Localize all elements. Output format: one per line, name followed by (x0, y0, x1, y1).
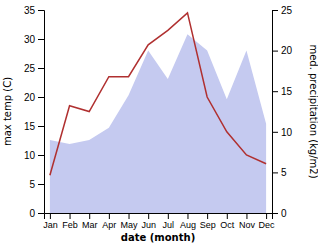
tick: 25 (272, 5, 293, 16)
tick: 5 (29, 179, 44, 190)
tick: 25 (24, 63, 44, 74)
tick-label: Dec (259, 220, 276, 230)
tick: 35 (24, 5, 44, 16)
tick-label: 0 (281, 208, 287, 219)
tick-label: 20 (281, 45, 293, 56)
tick-label: 30 (24, 34, 36, 45)
tick-mark (187, 213, 188, 219)
tick-mark (272, 172, 278, 173)
tick-mark (50, 213, 51, 219)
tick-mark (38, 184, 44, 185)
tick-label: 25 (281, 5, 293, 16)
precip-area (50, 34, 266, 213)
x-axis: Jan Feb Mar Apr MayJun Jul Aug Sep Oct NovDec (43, 213, 275, 230)
tick-label: 0 (29, 208, 35, 219)
tick: Feb (62, 213, 78, 230)
tick-label: May (121, 220, 139, 230)
tick-label: 25 (24, 63, 36, 74)
axis-line (38, 11, 45, 214)
tick-mark (38, 10, 44, 11)
temp-line (50, 13, 266, 175)
tick: 10 (272, 127, 293, 138)
tick: 20 (272, 45, 293, 56)
tick-label: 10 (24, 150, 36, 161)
y-axis: 0 5 10 15 20 25 30 35 (24, 5, 45, 219)
tick: 0 (29, 208, 44, 219)
tick: Dec (259, 213, 276, 230)
tick-mark (38, 39, 44, 40)
axis-line (45, 214, 273, 220)
tick: Sep (200, 213, 216, 230)
tick: Mar (82, 213, 98, 230)
tick-label: 10 (281, 127, 293, 138)
tick: 0 (272, 208, 287, 219)
y2-axis: 0 5 10 15 20 25 (272, 5, 293, 219)
tick-mark (70, 213, 71, 219)
tick-mark (109, 213, 110, 219)
tick-mark (272, 10, 278, 11)
tick: 30 (24, 34, 44, 45)
tick-mark (272, 91, 278, 92)
tick-mark (246, 213, 247, 219)
tick-mark (207, 213, 208, 219)
tick-mark (89, 213, 90, 219)
tick: 10 (24, 150, 44, 161)
tick-mark (272, 132, 278, 133)
tick: 15 (272, 86, 293, 97)
tick-label: 35 (24, 5, 36, 16)
tick: Aug (180, 213, 196, 230)
tick: Jul (163, 213, 175, 230)
tick-mark (38, 68, 44, 69)
tick-mark (38, 97, 44, 98)
tick-label: 5 (29, 179, 35, 190)
plot: Jan Feb Mar Apr MayJun Jul Aug Sep Oct NovDec 0 5 10… (24, 5, 293, 231)
tick-mark (148, 213, 149, 219)
tick-mark (38, 213, 44, 214)
marks (50, 13, 266, 213)
tick-label: 5 (281, 167, 287, 178)
tick-mark (272, 213, 278, 214)
tick: May (121, 213, 139, 230)
tick: 15 (24, 121, 44, 132)
tick-mark (129, 213, 130, 219)
tick-label: 15 (24, 121, 36, 132)
tick-label: Jan (43, 220, 58, 230)
y-axis-title: max temp (C) (2, 77, 13, 146)
tick-mark (272, 51, 278, 52)
tick-mark (38, 155, 44, 156)
y2-axis-title: med. precipitation (kg/m2) (308, 44, 318, 178)
tick-mark (168, 213, 169, 219)
tick-mark (227, 213, 228, 219)
tick: Jan (43, 213, 58, 230)
tick-label: Nov (239, 220, 256, 230)
tick-mark (38, 126, 44, 127)
tick-label: Mar (82, 220, 98, 230)
tick-label: Oct (220, 220, 235, 230)
tick-mark (266, 213, 267, 219)
tick-label: Jul (163, 220, 175, 230)
tick: Nov (239, 213, 256, 230)
tick-label: Apr (102, 220, 116, 230)
tick: 20 (24, 92, 44, 103)
tick: Jun (141, 213, 156, 230)
tick-label: Aug (180, 220, 196, 230)
tick-label: 15 (281, 86, 293, 97)
tick-label: Sep (200, 220, 216, 230)
chart: Jan Feb Mar Apr MayJun Jul Aug Sep Oct NovDec 0 5 10… (0, 0, 318, 247)
axis-line (273, 11, 279, 214)
tick: 5 (272, 167, 287, 178)
tick: Apr (102, 213, 116, 230)
tick-label: 20 (24, 92, 36, 103)
tick-label: Feb (62, 220, 78, 230)
tick: Oct (220, 213, 235, 230)
x-axis-title: date (month) (121, 232, 195, 243)
tick-label: Jun (141, 220, 156, 230)
